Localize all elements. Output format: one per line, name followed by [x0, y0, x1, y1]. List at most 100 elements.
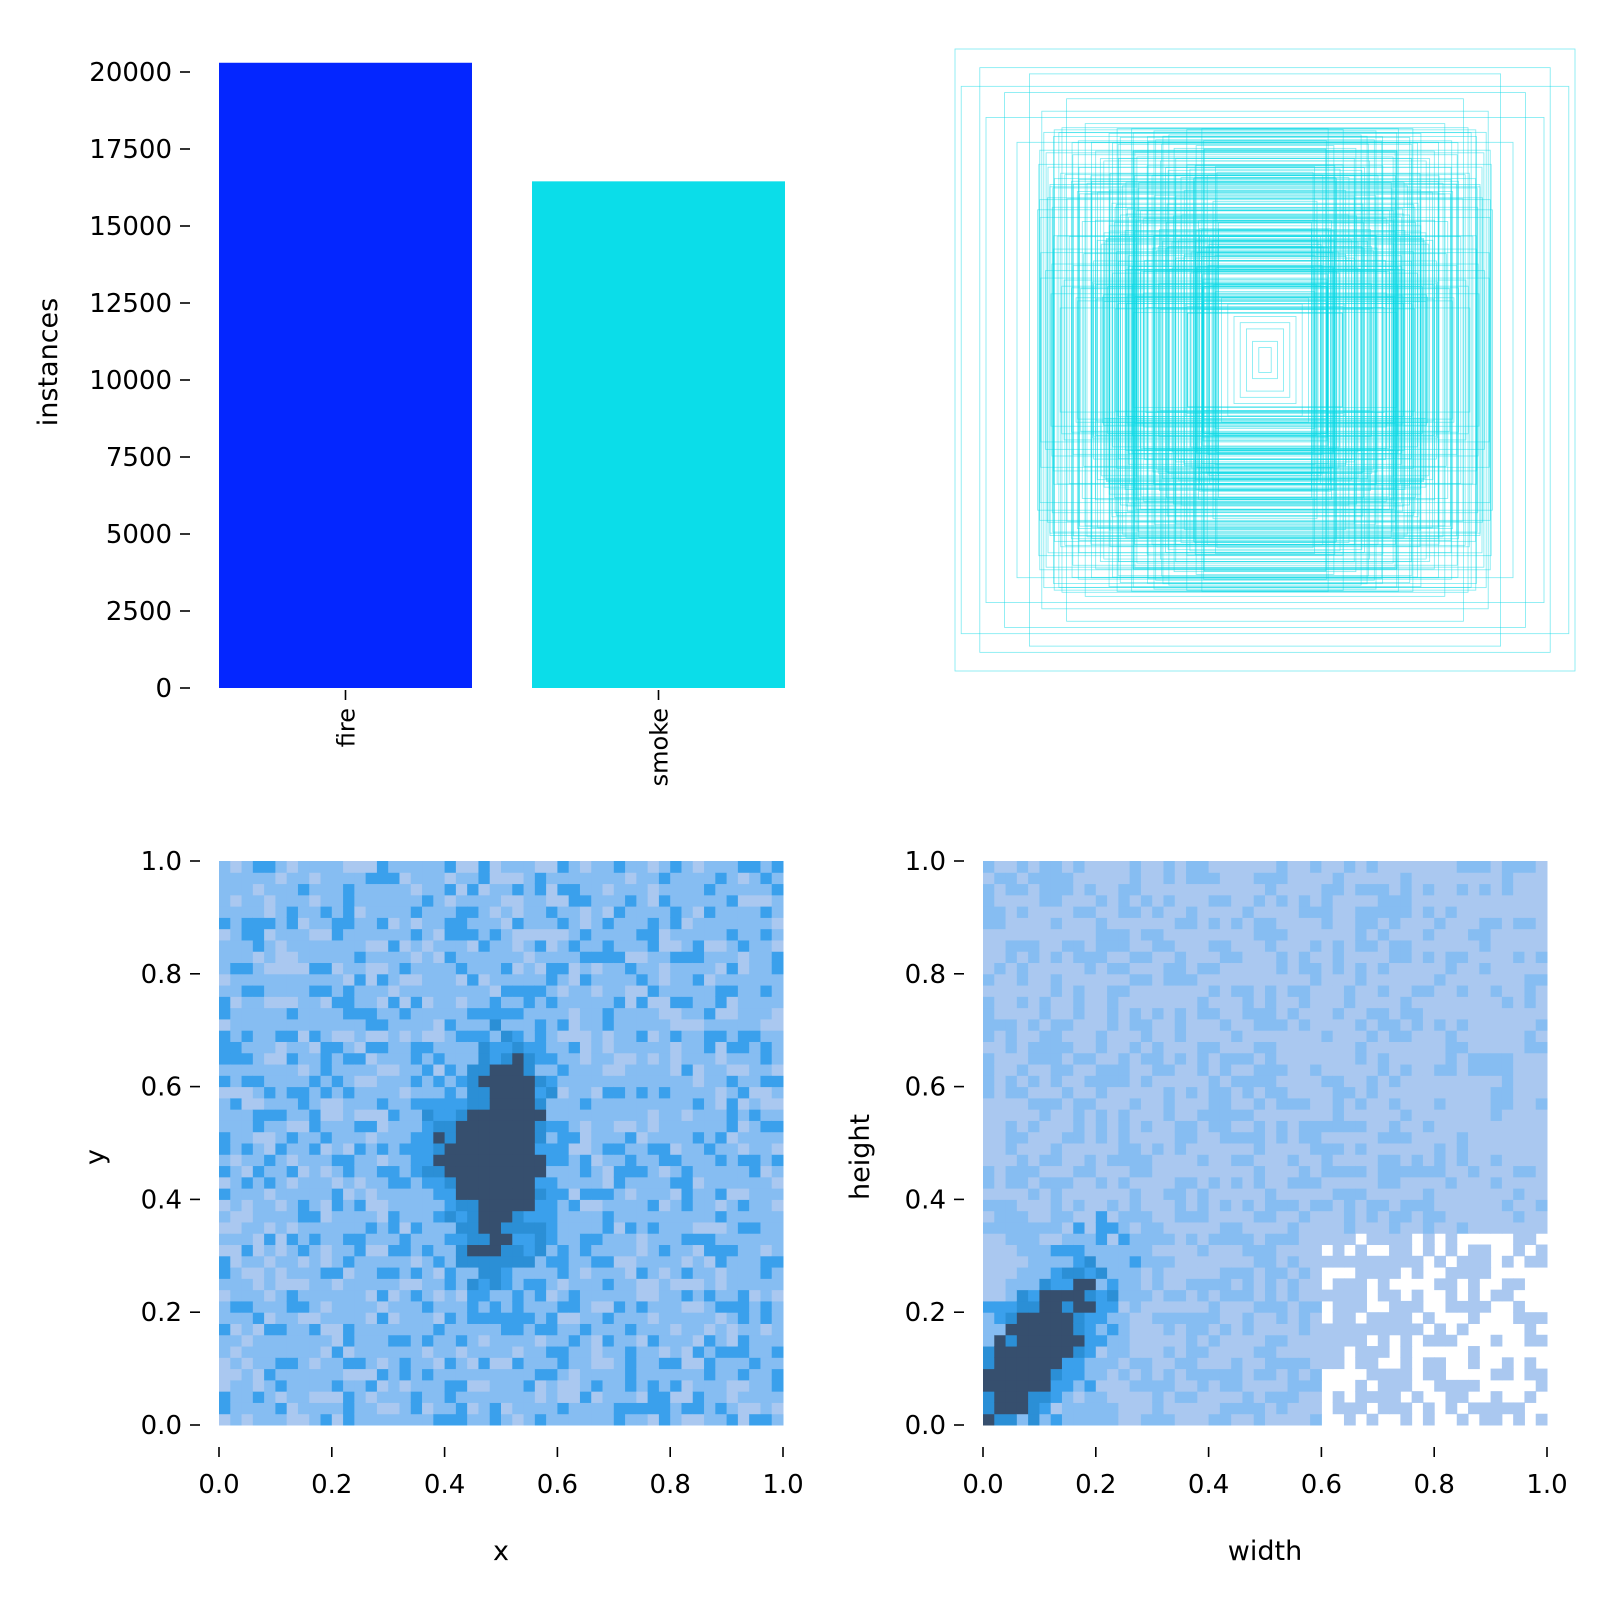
heatmap-cell [1400, 883, 1413, 896]
heatmap-cell [286, 1041, 299, 1054]
heatmap-cell [230, 1188, 243, 1200]
heatmap-cell [636, 1278, 649, 1291]
heatmap-cell [1321, 1052, 1334, 1065]
heatmap-cell [1084, 1391, 1097, 1403]
heatmap-cell [331, 1323, 344, 1336]
heatmap-cell [1084, 1086, 1097, 1099]
heatmap-cell [354, 1300, 367, 1313]
heatmap-cell [1039, 1233, 1052, 1246]
heatmap-cell [219, 1041, 231, 1054]
heatmap-cell [625, 1131, 637, 1144]
heatmap-cell [1343, 872, 1356, 885]
heatmap-cell [647, 1154, 660, 1167]
heatmap-cell [1490, 1368, 1503, 1381]
heatmap-cell [1039, 861, 1052, 873]
heatmap-cell [1434, 1188, 1446, 1200]
heatmap-cell [534, 1346, 547, 1358]
bounding-box [1252, 340, 1278, 380]
heatmap-cell [983, 996, 995, 1009]
heatmap-cell [1366, 1030, 1379, 1042]
heatmap-cell [1219, 1097, 1232, 1110]
heatmap-cell [1490, 1413, 1503, 1426]
heatmap-cell [1028, 928, 1040, 941]
heatmap-cell [354, 1109, 367, 1121]
heatmap-cell [376, 1154, 389, 1167]
heatmap-cell [1084, 861, 1097, 873]
heatmap-cell [1276, 1210, 1289, 1223]
heatmap-cell [670, 1120, 682, 1133]
heatmap-cell [376, 1018, 389, 1031]
heatmap-cell [230, 1278, 243, 1291]
heatmap-cell [1389, 1233, 1401, 1246]
heatmap-cell [1332, 1086, 1345, 1099]
heatmap-cell [1332, 1312, 1345, 1324]
heatmap-cell [1377, 1323, 1390, 1336]
bounding-box [1077, 300, 1453, 420]
heatmap-cell [1321, 1109, 1334, 1121]
heatmap-cell [512, 1278, 525, 1291]
heatmap-cell [241, 1165, 254, 1178]
heatmap-cell [1005, 1267, 1018, 1279]
heatmap-cell [376, 1109, 389, 1121]
heatmap-cell [737, 1210, 750, 1223]
heatmap-cell [670, 951, 682, 964]
heatmap-cell [1434, 1007, 1446, 1020]
heatmap-cell [1434, 1041, 1446, 1054]
heatmap-cell [467, 1210, 479, 1223]
heatmap-cell [613, 1097, 626, 1110]
heatmap-cell [275, 883, 288, 896]
heatmap-cell [1163, 1413, 1176, 1426]
heatmap-cell [983, 1097, 995, 1110]
heatmap-cell [760, 1346, 773, 1358]
heatmap-cell [602, 1334, 615, 1347]
heatmap-cell [579, 906, 592, 918]
heatmap-cell [704, 951, 716, 964]
heatmap-cell [625, 1334, 637, 1347]
heatmap-cell [286, 1391, 299, 1403]
heatmap-cell [591, 1289, 604, 1302]
heatmap-cell [1253, 1188, 1266, 1200]
heatmap-cell [1366, 996, 1379, 1009]
bounding-box [1103, 232, 1427, 488]
heatmap-cell [1411, 883, 1424, 896]
heatmap-cell [1186, 1300, 1198, 1313]
heatmap-cell [994, 1018, 1007, 1031]
heatmap-cell [1163, 1154, 1176, 1167]
heatmap-cell [994, 1075, 1007, 1088]
heatmap-cell [1152, 1086, 1164, 1099]
heatmap-cell [275, 1165, 288, 1178]
heatmap-cell [1479, 1131, 1492, 1144]
heatmap-cell [286, 1323, 299, 1336]
heatmap-cell [1366, 1154, 1379, 1167]
bounding-box [1215, 291, 1316, 429]
heatmap-cell [331, 1368, 344, 1381]
heatmap-cell [1129, 883, 1142, 896]
heatmap-cell [760, 973, 773, 986]
heatmap-cell [1287, 906, 1300, 918]
heatmap-cell [1298, 1379, 1311, 1392]
heatmap-cell [444, 1143, 457, 1155]
heatmap-cell [433, 1334, 446, 1347]
heatmap-cell [1152, 939, 1164, 952]
heatmap-cell [1186, 1368, 1198, 1381]
heatmap-cell [444, 1109, 457, 1121]
heatmap-cell [771, 951, 784, 964]
heatmap-cell [1468, 1064, 1480, 1076]
heatmap-cell [1242, 1097, 1255, 1110]
bounding-box [1144, 259, 1386, 461]
heatmap-cell [444, 861, 457, 873]
heatmap-cell [737, 939, 750, 952]
heatmap-cell [1073, 1391, 1086, 1403]
heatmap-cell [1208, 1086, 1221, 1099]
heatmap-cell [1163, 1210, 1176, 1223]
heatmap-cell [1343, 1120, 1356, 1133]
heatmap-cell [331, 1109, 344, 1121]
heatmap-cell [1163, 1064, 1176, 1076]
heatmap-cell [252, 1075, 265, 1088]
heatmap-cell [219, 1018, 231, 1031]
heatmap-cell [704, 985, 716, 997]
heatmap-cell [365, 1368, 378, 1381]
heatmap-cell [1129, 906, 1142, 918]
heatmap-cell [388, 962, 400, 975]
heatmap-cell [1118, 1064, 1131, 1076]
